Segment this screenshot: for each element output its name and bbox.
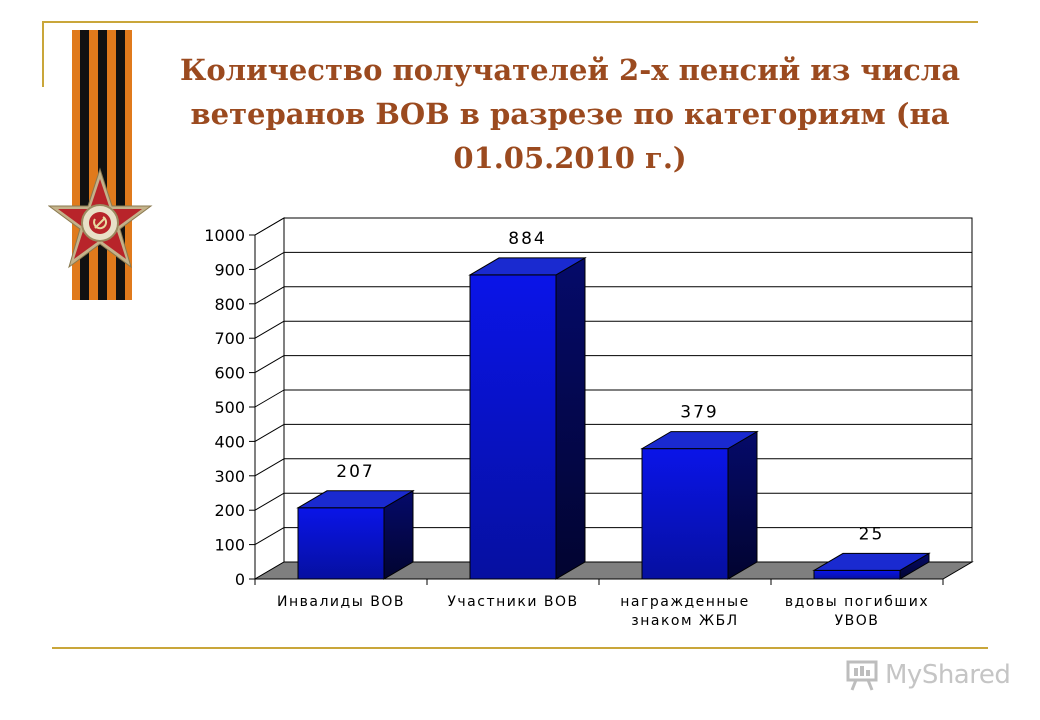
bar-top	[812, 552, 931, 571]
data-label: 884	[508, 229, 546, 249]
data-label: 207	[336, 462, 374, 482]
y-tick-label: 500	[214, 398, 245, 417]
y-axis: 0 100 200 300 400 500 600 700 800 900 1000	[204, 226, 256, 589]
bars	[296, 257, 931, 580]
bar-top	[468, 257, 587, 276]
gridline-side	[254, 286, 285, 305]
bar-side	[727, 430, 758, 580]
y-tick-label: 1000	[204, 226, 245, 245]
x-axis: Инвалиды ВОВ Участники ВОВ награжденные зна…	[254, 578, 944, 629]
bar-top	[640, 431, 759, 450]
x-tick-label: вдовы погибших	[785, 594, 929, 610]
y-tick-label: 800	[214, 295, 245, 314]
bar-top	[296, 490, 415, 509]
y-tick-label: 700	[214, 329, 245, 348]
top-rule	[42, 21, 978, 23]
gridline-side	[254, 423, 285, 442]
gridline-side	[254, 389, 285, 408]
x-tick-label: УВОВ	[835, 613, 880, 629]
gridline-side	[254, 320, 285, 339]
gridline-side	[254, 355, 285, 374]
gridline-side	[254, 527, 285, 546]
data-label: 379	[680, 403, 718, 423]
gridline-side	[254, 492, 285, 511]
bar	[641, 448, 729, 580]
bar	[813, 569, 901, 580]
bar	[297, 507, 385, 580]
y-tick-label: 900	[214, 260, 245, 279]
gridline-side	[254, 251, 285, 270]
bottom-rule	[52, 647, 988, 649]
bar-side	[555, 257, 586, 580]
watermark-text: MyShared	[885, 660, 1011, 690]
y-tick-label: 0	[235, 570, 245, 589]
y-tick-label: 600	[214, 364, 245, 383]
watermark: MyShared	[845, 655, 1015, 695]
y-tick-label: 100	[214, 536, 245, 555]
top-rule-vertical	[42, 21, 44, 87]
data-labels: 207 884 379 25	[336, 229, 885, 544]
order-of-patriotic-war-icon	[48, 30, 153, 300]
y-tick-label: 300	[214, 467, 245, 486]
st-george-ribbon	[72, 30, 132, 300]
data-label: 25	[859, 524, 885, 544]
x-tick-label: знаком ЖБЛ	[631, 613, 738, 629]
x-tick-label: награжденные	[620, 594, 749, 610]
order-star	[48, 167, 153, 269]
bar	[469, 274, 557, 580]
y-tick-label: 400	[214, 432, 245, 451]
x-tick-label: Инвалиды ВОВ	[277, 594, 405, 610]
y-tick-label: 200	[214, 501, 245, 520]
gridline-side	[254, 217, 285, 236]
x-tick-label: Участники ВОВ	[447, 594, 578, 610]
slide-title: Количество получателей 2-х пенсий из чис…	[179, 53, 961, 175]
gridline-side	[254, 458, 285, 477]
presentation-board-icon	[846, 660, 878, 691]
